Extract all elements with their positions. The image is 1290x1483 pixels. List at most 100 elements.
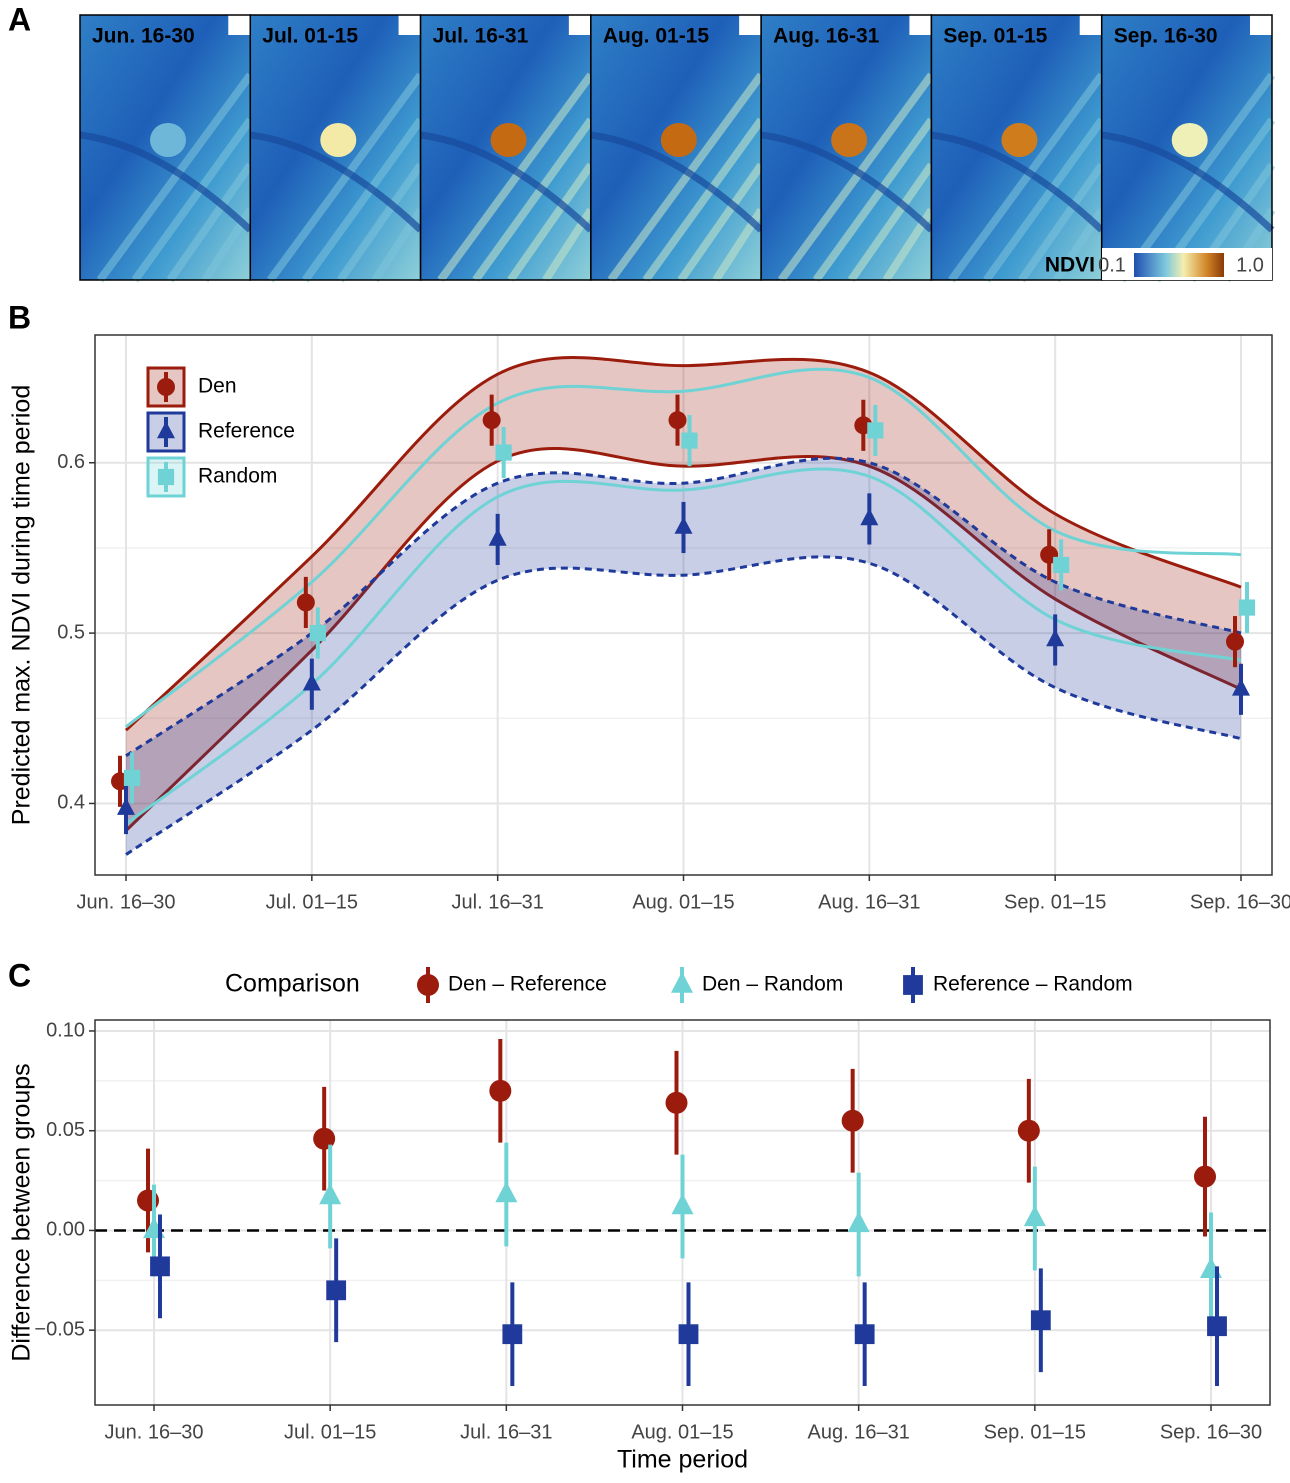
legend-key-marker bbox=[671, 971, 693, 993]
legend-key-marker bbox=[417, 974, 439, 996]
legend-label: Den – Reference bbox=[448, 973, 607, 996]
tile-stripe bbox=[812, 117, 935, 283]
tile-label: Jul. 16-31 bbox=[433, 25, 529, 48]
tile-notch bbox=[909, 15, 932, 35]
tile-stripe bbox=[302, 117, 424, 283]
point bbox=[1023, 1205, 1046, 1227]
tile-diagonal bbox=[760, 131, 934, 233]
tile-blob bbox=[490, 123, 527, 157]
legend-key-marker bbox=[157, 421, 175, 439]
y-tick-label: 0.5 bbox=[57, 621, 85, 643]
point bbox=[1017, 1119, 1040, 1142]
y-tick-label: 0.00 bbox=[46, 1219, 85, 1241]
tile-diagonal bbox=[420, 131, 594, 233]
point bbox=[1053, 556, 1070, 574]
point bbox=[326, 1280, 347, 1301]
point bbox=[319, 1183, 342, 1205]
tile-label: Jul. 01-15 bbox=[262, 25, 358, 48]
plot-frame bbox=[94, 334, 1273, 876]
panel-label: C bbox=[8, 957, 31, 993]
tile-stripe bbox=[1018, 162, 1105, 283]
tile-diagonal bbox=[1101, 131, 1275, 233]
tile-stripe bbox=[472, 117, 595, 283]
tile-stripe bbox=[642, 117, 765, 283]
point bbox=[309, 625, 326, 642]
x-tick-label: Sep. 01–15 bbox=[1004, 891, 1106, 913]
tile-stripe bbox=[777, 72, 935, 283]
point bbox=[841, 1109, 864, 1132]
tile-stripe bbox=[983, 117, 1105, 283]
colorbar-tick-label: 0.1 bbox=[1098, 254, 1126, 276]
tile-label: Sep. 16-30 bbox=[1114, 25, 1218, 48]
colorbar bbox=[1134, 253, 1224, 277]
legend-label: Random bbox=[198, 465, 277, 488]
legend-label: Den bbox=[198, 375, 237, 398]
tile-label: Sep. 01-15 bbox=[943, 25, 1047, 48]
point bbox=[1232, 678, 1250, 696]
legend-title: Comparison bbox=[225, 970, 360, 998]
x-tick-label: Jun. 16–30 bbox=[77, 891, 176, 913]
tile-stripe bbox=[267, 72, 424, 283]
tile-diagonal bbox=[79, 131, 253, 233]
point bbox=[495, 1181, 518, 1203]
point bbox=[847, 1211, 870, 1233]
tile-notch bbox=[398, 15, 421, 35]
tile-stripe bbox=[131, 117, 254, 283]
tile-notch bbox=[1079, 15, 1102, 35]
tile-stripe bbox=[847, 162, 935, 283]
ribbon-upper bbox=[124, 356, 1242, 732]
tile-blob bbox=[320, 123, 357, 157]
colorbar-tick-label: 1.0 bbox=[1236, 254, 1264, 276]
x-axis-title: Time period bbox=[617, 1446, 748, 1474]
tile-stripe bbox=[607, 72, 765, 283]
y-tick-label: 0.10 bbox=[46, 1019, 85, 1041]
x-tick-label: Aug. 01–15 bbox=[631, 1421, 733, 1443]
point bbox=[488, 528, 507, 546]
tile-stripe bbox=[166, 162, 254, 283]
tile-diagonal bbox=[930, 131, 1105, 233]
point bbox=[495, 444, 512, 461]
legend-label: Reference – Random bbox=[933, 973, 1133, 996]
x-tick-label: Jul. 16–31 bbox=[452, 891, 544, 913]
point bbox=[665, 1091, 688, 1114]
x-tick-label: Aug. 16–31 bbox=[808, 1421, 910, 1443]
point bbox=[1030, 1310, 1051, 1331]
x-tick-label: Jul. 01–15 bbox=[284, 1421, 376, 1443]
tile-stripe bbox=[96, 72, 254, 283]
y-tick-label: 0.05 bbox=[46, 1119, 85, 1141]
point bbox=[123, 769, 141, 787]
tile-notch bbox=[739, 15, 762, 35]
point bbox=[867, 422, 884, 439]
x-tick-label: Aug. 16–31 bbox=[818, 891, 920, 913]
legend-label: Den – Random bbox=[702, 973, 843, 996]
x-tick-label: Sep. 01–15 bbox=[984, 1421, 1086, 1443]
tile-stripe bbox=[948, 72, 1105, 283]
tile-label: Aug. 01-15 bbox=[603, 25, 710, 48]
x-tick-label: Sep. 16–30 bbox=[1190, 891, 1290, 913]
tile-stripe bbox=[437, 72, 595, 283]
tile-stripe bbox=[677, 162, 765, 283]
colorbar-label: NDVI bbox=[1045, 254, 1095, 277]
y-axis-title: Predicted max. NDVI during time period bbox=[8, 385, 36, 825]
legend-label: Reference bbox=[198, 420, 295, 443]
point bbox=[678, 1324, 699, 1345]
point bbox=[681, 432, 698, 449]
tile-notch bbox=[568, 15, 591, 35]
y-tick-label: −0.05 bbox=[34, 1318, 85, 1340]
panel-label: B bbox=[8, 299, 31, 335]
point bbox=[296, 593, 315, 612]
point bbox=[671, 1193, 694, 1215]
point bbox=[117, 797, 135, 815]
x-tick-label: Jun. 16–30 bbox=[105, 1421, 204, 1443]
y-tick-label: 0.6 bbox=[57, 451, 85, 473]
tile-blob bbox=[1171, 123, 1208, 157]
legend-key-marker bbox=[903, 975, 923, 995]
ribbon-upper bbox=[125, 367, 1242, 728]
x-tick-label: Sep. 16–30 bbox=[1160, 1421, 1262, 1443]
x-tick-label: Jul. 16–31 bbox=[460, 1421, 552, 1443]
point bbox=[489, 1079, 512, 1102]
point bbox=[302, 673, 321, 691]
point bbox=[1238, 599, 1256, 616]
point bbox=[150, 1256, 170, 1277]
